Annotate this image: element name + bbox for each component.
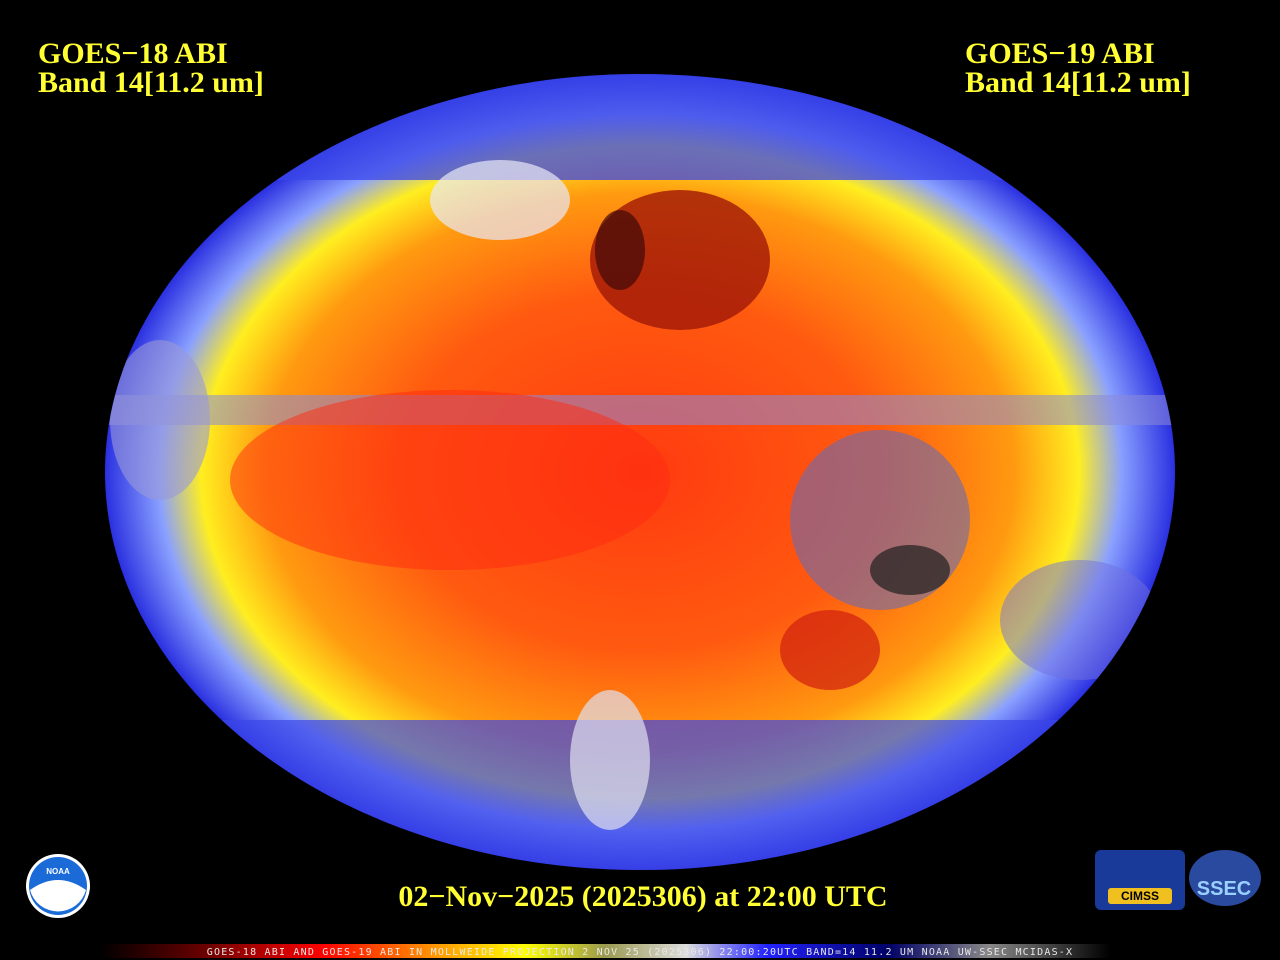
- timestamp: 02−Nov−2025 (2025306) at 22:00 UTC: [398, 880, 887, 913]
- color-bar: [100, 944, 1110, 958]
- right-satellite: GOES−19 ABI: [965, 37, 1155, 70]
- ssec-text: SSEC: [1197, 878, 1251, 900]
- cimss-text: CIMSS: [1121, 889, 1159, 903]
- noaa-logo: NOAA: [26, 854, 90, 918]
- ssec-logo: SSEC: [1189, 850, 1261, 906]
- noaa-text: NOAA: [46, 867, 70, 876]
- left-satellite: GOES−18 ABI: [38, 37, 228, 70]
- footer: GOES-18 ABI AND GOES-19 ABI IN MOLLWEIDE…: [207, 947, 1073, 958]
- left-band: Band 14[11.2 um]: [38, 66, 264, 99]
- cimss-logo: CIMSS: [1095, 850, 1185, 910]
- right-band: Band 14[11.2 um]: [965, 66, 1191, 99]
